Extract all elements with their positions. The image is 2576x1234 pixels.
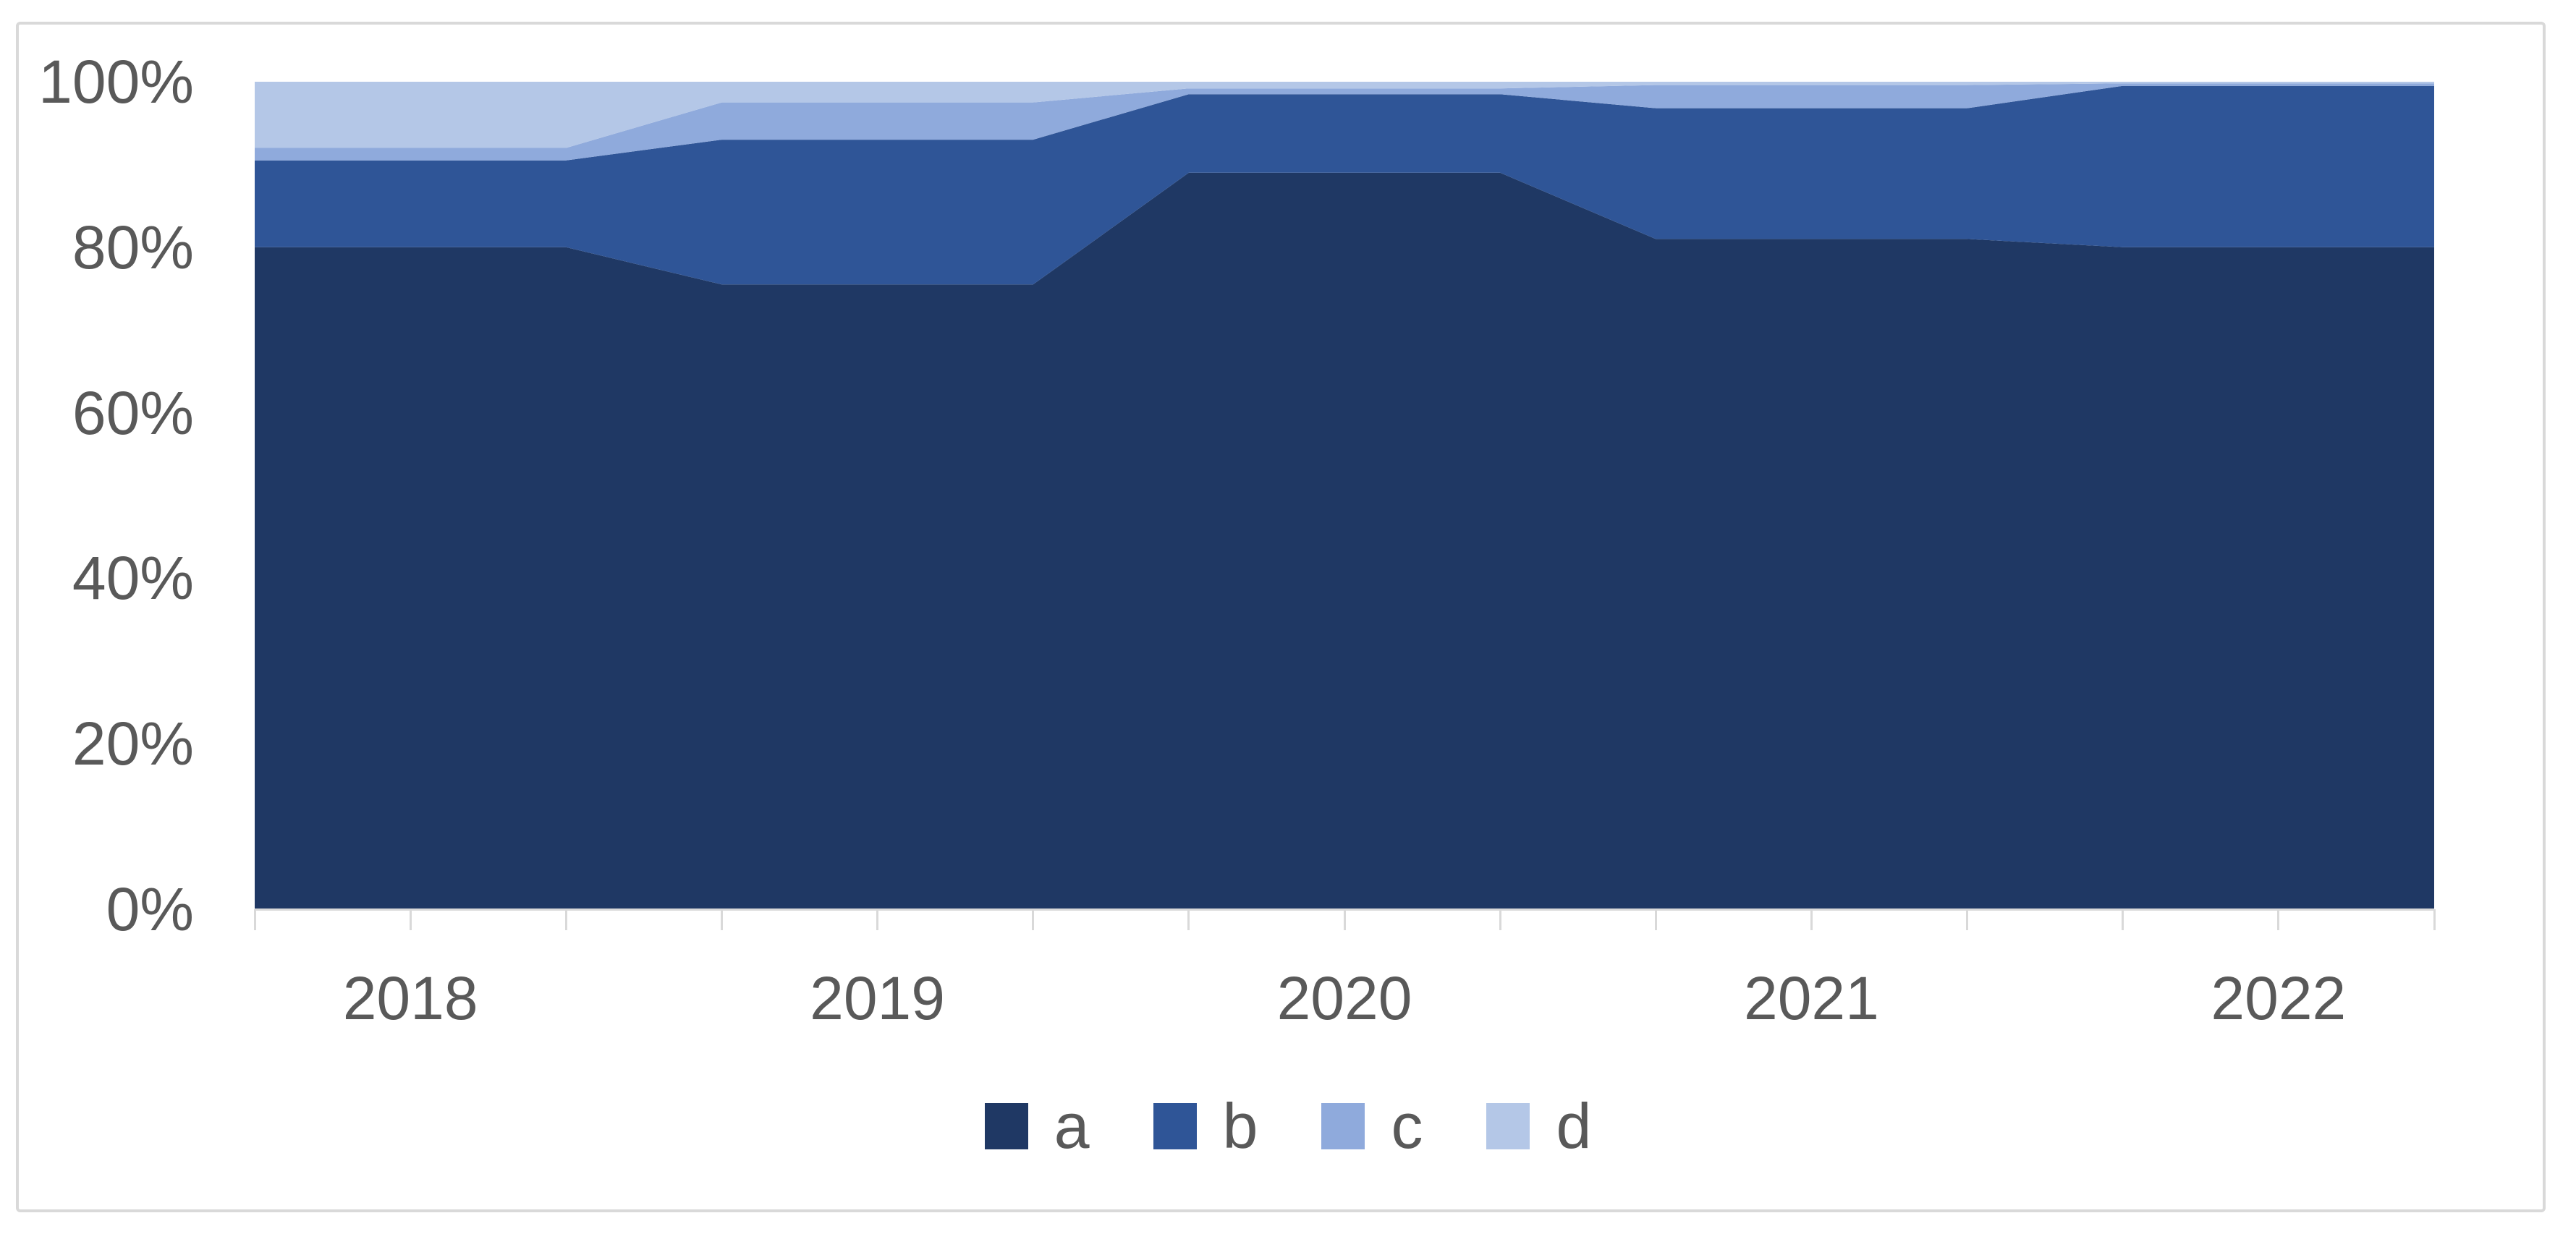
legend-label-b: b	[1222, 1090, 1258, 1162]
x-axis-tick	[253, 909, 256, 930]
legend-swatch-b	[1153, 1103, 1197, 1149]
x-axis-tick	[564, 909, 567, 930]
legend-label-a: a	[1054, 1090, 1090, 1162]
y-axis-label-80: 80%	[72, 213, 194, 281]
plot-area[interactable]	[255, 82, 2434, 909]
legend-item-c[interactable]: c	[1321, 1094, 1423, 1158]
area-series-d[interactable]	[255, 82, 2434, 148]
x-axis-tick	[1810, 909, 1813, 930]
legend-label-d: d	[1556, 1090, 1592, 1162]
y-axis-label-20: 20%	[72, 710, 194, 778]
legend-swatch-d	[1486, 1103, 1530, 1149]
x-axis-tick	[2433, 909, 2436, 930]
y-axis-label-60: 60%	[72, 378, 194, 447]
x-axis-label-2018: 2018	[342, 964, 478, 1032]
x-axis-tick	[1966, 909, 1969, 930]
x-axis-label-2022: 2022	[2211, 964, 2347, 1032]
x-axis-label-2020: 2020	[1276, 964, 1412, 1032]
x-axis-tick	[876, 909, 879, 930]
legend-label-c: c	[1391, 1090, 1423, 1162]
legend-item-d[interactable]: d	[1486, 1094, 1591, 1158]
x-axis-tick	[1187, 909, 1190, 930]
x-axis-tick	[409, 909, 412, 930]
y-axis-label-40: 40%	[72, 544, 194, 613]
x-axis-tick	[1499, 909, 1501, 930]
legend-swatch-c	[1321, 1103, 1365, 1149]
x-axis-tick	[2277, 909, 2280, 930]
x-axis-tick	[720, 909, 723, 930]
y-axis-label-100: 100%	[38, 48, 194, 116]
x-axis-tick	[1343, 909, 1346, 930]
x-axis-tick	[1654, 909, 1657, 930]
area-series-c[interactable]	[255, 83, 2434, 161]
legend-item-a[interactable]: a	[984, 1090, 1090, 1162]
area-series-a[interactable]	[255, 172, 2434, 909]
y-axis-label-0: 0%	[106, 875, 194, 943]
x-axis-tick	[1032, 909, 1035, 930]
area-series-b[interactable]	[255, 85, 2434, 285]
x-axis-label-2021: 2021	[1743, 964, 1879, 1032]
x-axis-tick	[2122, 909, 2124, 930]
legend-item-b[interactable]: b	[1153, 1094, 1258, 1158]
legend-swatch-a	[984, 1103, 1028, 1149]
x-axis-label-2019: 2019	[810, 964, 945, 1032]
